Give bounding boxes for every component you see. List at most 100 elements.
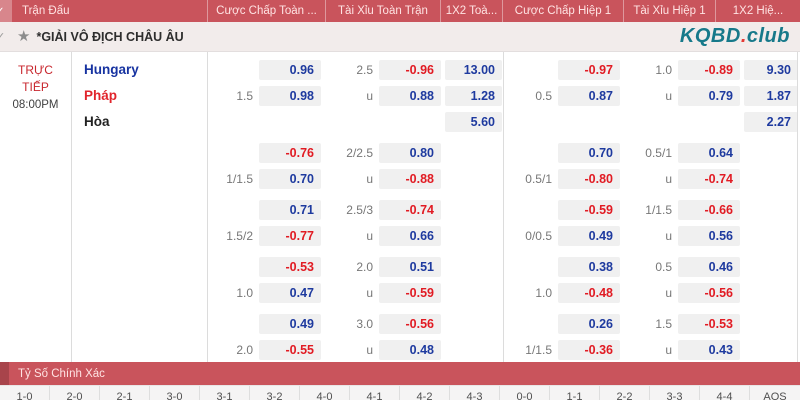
odds-row: 5.60 2.27: [207, 112, 800, 132]
league-name: *GIẢI VÔ ĐỊCH CHÂU ÂU: [36, 29, 184, 44]
handicap-line: 0.5/1: [645, 146, 672, 160]
odds-cell[interactable]: 0.43: [678, 340, 740, 360]
odds-cell[interactable]: -0.74: [379, 200, 441, 220]
odds-cell[interactable]: -0.77: [259, 226, 321, 246]
odds-row: 2.0 -0.55 u 0.48 1/1.5 -0.36 u 0.43: [207, 340, 800, 360]
odds-row: 0.49 3.0 -0.56 0.26 1.5 -0.53: [207, 314, 800, 334]
odds-row: -0.53 2.0 0.51 0.38 0.5 0.46: [207, 257, 800, 277]
odds-cell[interactable]: 0.88: [379, 86, 441, 106]
score-button[interactable]: 0-0: [500, 386, 550, 400]
empty-cell: [445, 200, 502, 220]
odds-cell[interactable]: -0.88: [379, 169, 441, 189]
odds-cell[interactable]: 0.51: [379, 257, 441, 277]
odds-cell[interactable]: 0.48: [379, 340, 441, 360]
league-check-strip[interactable]: ✓: [0, 30, 12, 43]
odds-cell[interactable]: 9.30: [744, 60, 798, 80]
handicap-line: [207, 314, 255, 334]
odds-cell[interactable]: 0.70: [259, 169, 321, 189]
handicap-line: 0/0.5: [525, 229, 552, 243]
odds-cell[interactable]: -0.59: [558, 200, 620, 220]
odds-cell[interactable]: 0.47: [259, 283, 321, 303]
handicap-line: 1.0: [236, 286, 253, 300]
handicap-line: [207, 143, 255, 163]
empty-cell: [445, 226, 502, 246]
odds-cell[interactable]: -0.55: [259, 340, 321, 360]
odds-cell[interactable]: 0.26: [558, 314, 620, 334]
odds-cell[interactable]: 0.98: [259, 86, 321, 106]
score-button[interactable]: 4-4: [700, 386, 750, 400]
handicap-line: [207, 112, 255, 132]
odds-cell[interactable]: -0.97: [558, 60, 620, 80]
score-button[interactable]: 1-1: [550, 386, 600, 400]
handicap-line: u: [665, 286, 672, 300]
odds-cell[interactable]: 0.38: [558, 257, 620, 277]
score-button[interactable]: 3-3: [650, 386, 700, 400]
odds-cell[interactable]: 0.70: [558, 143, 620, 163]
odds-cell[interactable]: -0.56: [678, 283, 740, 303]
odds-cell[interactable]: 0.96: [259, 60, 321, 80]
odds-cell[interactable]: -0.53: [678, 314, 740, 334]
odds-cell[interactable]: 1.28: [445, 86, 502, 106]
odds-cell[interactable]: 1.87: [744, 86, 798, 106]
empty-cell: [744, 340, 798, 360]
odds-cell[interactable]: -0.80: [558, 169, 620, 189]
odds-cell[interactable]: -0.89: [678, 60, 740, 80]
odds-cell[interactable]: 0.56: [678, 226, 740, 246]
exact-score-bar: Tỷ Số Chính Xác: [0, 362, 800, 385]
score-button[interactable]: 3-2: [250, 386, 300, 400]
score-button[interactable]: 3-1: [200, 386, 250, 400]
column-divider: [207, 52, 208, 362]
empty-cell: [445, 257, 502, 277]
odds-cell[interactable]: -0.66: [678, 200, 740, 220]
odds-cell[interactable]: -0.74: [678, 169, 740, 189]
odds-cell[interactable]: 5.60: [445, 112, 502, 132]
odds-cell[interactable]: 0.49: [558, 226, 620, 246]
odds-row: 1.5 0.98 u 0.88 1.28 0.5 0.87 u 0.79 1.87: [207, 86, 800, 106]
odds-cell[interactable]: -0.36: [558, 340, 620, 360]
handicap-line: 1.0: [655, 63, 672, 77]
score-button[interactable]: 1-0: [0, 386, 50, 400]
odds-group: -0.76 2/2.5 0.80 0.70 0.5/1 0.64 1/1.5 0.70 u -0.…: [207, 143, 800, 189]
favorite-star-icon[interactable]: ★: [17, 28, 31, 45]
odds-cell[interactable]: 0.64: [678, 143, 740, 163]
league-row[interactable]: ✓ ★ *GIẢI VÔ ĐỊCH CHÂU ÂU KQBD.club: [0, 22, 800, 52]
score-button[interactable]: 4-1: [350, 386, 400, 400]
score-button[interactable]: 4-2: [400, 386, 450, 400]
odds-cell[interactable]: -0.48: [558, 283, 620, 303]
odds-cell[interactable]: 0.46: [678, 257, 740, 277]
table-header: ✓ Trận Đấu Cược Chấp Toàn ... Tài Xỉu Toàn…: [0, 0, 800, 22]
odds-cell[interactable]: 13.00: [445, 60, 502, 80]
header-check-strip[interactable]: ✓: [0, 0, 12, 22]
odds-cell[interactable]: 2.27: [744, 112, 798, 132]
handicap-line: 0.5/1: [525, 172, 552, 186]
header-column: Trận Đấu: [22, 5, 70, 17]
score-button[interactable]: 4-3: [450, 386, 500, 400]
odds-cell[interactable]: -0.53: [259, 257, 321, 277]
odds-row: 1.0 0.47 u -0.59 1.0 -0.48 u -0.56: [207, 283, 800, 303]
odds-table-body: TRỰC TIẾP 08:00PM Hungary Pháp Hòa 0.96 2.5…: [0, 52, 800, 362]
handicap-line: [506, 314, 554, 334]
score-button[interactable]: 2-2: [600, 386, 650, 400]
odds-cell[interactable]: 0.66: [379, 226, 441, 246]
odds-cell[interactable]: 0.80: [379, 143, 441, 163]
empty-cell: [445, 283, 502, 303]
score-button[interactable]: 2-0: [50, 386, 100, 400]
logo-dot: .: [740, 25, 747, 47]
odds-cell[interactable]: 0.49: [259, 314, 321, 334]
score-button[interactable]: 4-0: [300, 386, 350, 400]
odds-cell[interactable]: -0.76: [259, 143, 321, 163]
header-column: Tài Xỉu Hiệp 1: [623, 0, 715, 22]
odds-cell[interactable]: -0.59: [379, 283, 441, 303]
odds-cell[interactable]: -0.56: [379, 314, 441, 334]
score-button[interactable]: 3-0: [150, 386, 200, 400]
handicap-line: [207, 257, 255, 277]
empty-cell: [558, 112, 620, 132]
odds-row: 1.5/2 -0.77 u 0.66 0/0.5 0.49 u 0.56: [207, 226, 800, 246]
odds-cell[interactable]: -0.96: [379, 60, 441, 80]
logo-text-primary: KQBD: [679, 25, 741, 47]
odds-cell[interactable]: 0.71: [259, 200, 321, 220]
score-button[interactable]: 2-1: [100, 386, 150, 400]
score-button[interactable]: AOS: [763, 390, 787, 400]
odds-cell[interactable]: 0.79: [678, 86, 740, 106]
odds-cell[interactable]: 0.87: [558, 86, 620, 106]
